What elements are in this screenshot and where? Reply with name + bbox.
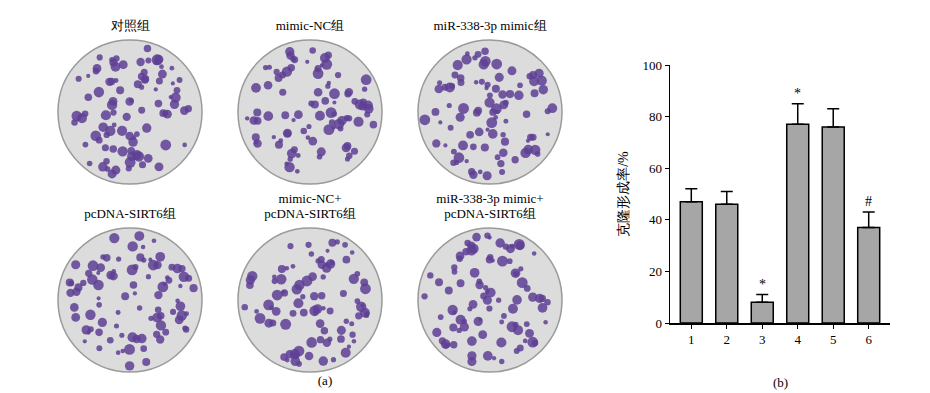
svg-text:1: 1 [688,332,695,347]
svg-text:mimic-NC组: mimic-NC组 [276,18,345,33]
svg-text:20: 20 [649,264,662,279]
svg-text:(b): (b) [773,375,788,390]
svg-text:pcDNA-SIRT6组: pcDNA-SIRT6组 [444,206,536,221]
svg-text:克隆形成率/%: 克隆形成率/% [616,151,631,237]
svg-text:2: 2 [724,332,731,347]
svg-text:对照组: 对照组 [111,18,150,33]
svg-text:6: 6 [865,332,872,347]
svg-text:*: * [759,277,766,292]
svg-text:5: 5 [830,332,837,347]
svg-text:(a): (a) [318,373,332,388]
svg-text:pcDNA-SIRT6组: pcDNA-SIRT6组 [84,206,176,221]
svg-text:mimic-NC+: mimic-NC+ [279,191,342,206]
svg-text:3: 3 [759,332,766,347]
svg-text:4: 4 [794,332,801,347]
svg-text:100: 100 [642,58,662,73]
svg-text:miR-338-3p mimic+: miR-338-3p mimic+ [436,191,543,206]
svg-text:*: * [794,86,801,101]
svg-text:pcDNA-SIRT6组: pcDNA-SIRT6组 [264,206,356,221]
svg-text:0: 0 [655,316,662,331]
svg-text:40: 40 [649,212,662,227]
svg-text:80: 80 [649,109,662,124]
svg-text:#: # [865,194,872,209]
svg-text:60: 60 [649,161,662,176]
svg-text:miR-338-3p mimic组: miR-338-3p mimic组 [433,18,546,33]
